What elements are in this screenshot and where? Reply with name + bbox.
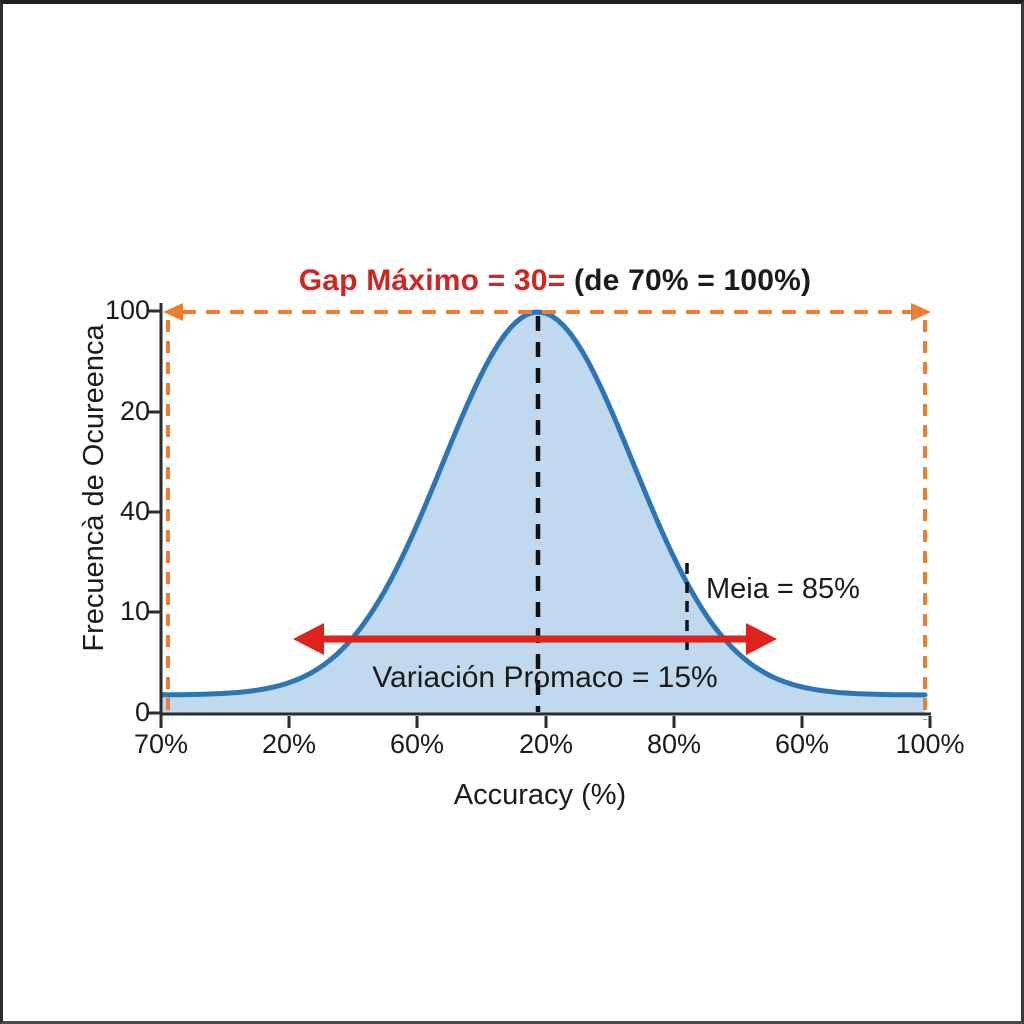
mean-annotation: Meia = 85%	[706, 573, 860, 605]
y-tick-label: 20	[119, 396, 150, 426]
x-tick-label: 20%	[261, 729, 317, 759]
chart-title: Gap Máximo = 30= (de 70% = 100%)	[160, 264, 950, 298]
variation-arrow-left-head-icon	[293, 623, 324, 655]
x-tick-label: 80%	[646, 729, 702, 759]
x-tick-label: 70%	[133, 729, 189, 759]
gap-right-arrowhead-icon	[911, 303, 931, 321]
y-tick-label: 10	[119, 596, 150, 626]
y-tick-label: 100	[104, 295, 150, 325]
gap-left-arrowhead-icon	[163, 303, 183, 321]
x-tick-label: 100%	[895, 729, 965, 759]
bell-curve-fill	[162, 312, 925, 713]
chart-title-black-part: (de 70% = 100%)	[565, 264, 812, 297]
x-tick-label: 20%	[518, 729, 574, 759]
variation-arrow-right-head-icon	[746, 623, 777, 655]
x-tick-label: 60%	[774, 729, 830, 759]
x-axis-title: Accuracy (%)	[453, 779, 627, 811]
chart-title-red-part: Gap Máximo = 30=	[298, 264, 566, 297]
y-tick-label: 0	[134, 697, 150, 727]
x-tick-label: 60%	[389, 729, 445, 759]
axis-tick-marks	[147, 309, 932, 728]
y-tick-label: 40	[119, 496, 150, 526]
variation-annotation: Variación Promaco = 15%	[372, 661, 718, 694]
